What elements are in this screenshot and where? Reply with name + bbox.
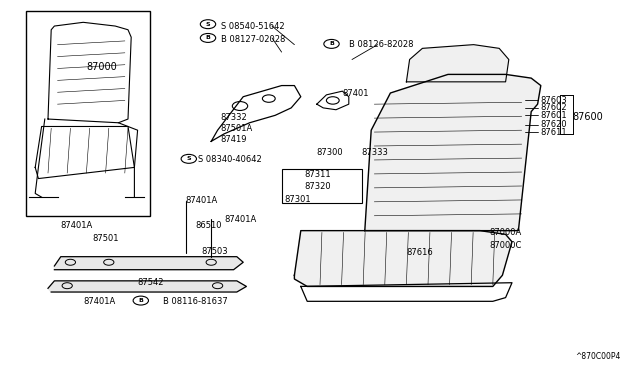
Text: 87603: 87603 xyxy=(541,96,568,105)
Text: 87333: 87333 xyxy=(362,148,388,157)
Polygon shape xyxy=(54,257,243,270)
Text: 87419: 87419 xyxy=(221,135,247,144)
Text: 87401A: 87401A xyxy=(83,297,115,306)
Text: S 08540-51642: S 08540-51642 xyxy=(221,22,284,31)
Text: B 08127-02028: B 08127-02028 xyxy=(221,35,285,44)
Text: 87602: 87602 xyxy=(541,103,568,112)
Text: 87300: 87300 xyxy=(317,148,344,157)
Text: 87332: 87332 xyxy=(221,113,248,122)
Text: 87501A: 87501A xyxy=(221,124,253,133)
Text: 87000A: 87000A xyxy=(490,228,522,237)
Text: 87320: 87320 xyxy=(304,182,331,190)
Text: 87616: 87616 xyxy=(406,248,433,257)
Polygon shape xyxy=(365,74,541,231)
Text: B 08126-82028: B 08126-82028 xyxy=(349,40,413,49)
Text: S 08340-40642: S 08340-40642 xyxy=(198,155,262,164)
Text: 87311: 87311 xyxy=(304,170,331,179)
Text: S: S xyxy=(205,22,211,27)
Text: 87000C: 87000C xyxy=(490,241,522,250)
Text: 87401A: 87401A xyxy=(186,196,218,205)
Bar xyxy=(26,11,150,216)
Text: B: B xyxy=(329,41,334,46)
Text: 87401A: 87401A xyxy=(224,215,256,224)
Text: 87501: 87501 xyxy=(93,234,119,243)
Bar xyxy=(282,169,362,203)
Text: 87000: 87000 xyxy=(86,62,117,72)
Text: 86510: 86510 xyxy=(195,221,221,230)
Text: ^870C00P4: ^870C00P4 xyxy=(575,352,621,361)
Polygon shape xyxy=(406,45,509,82)
Text: 87503: 87503 xyxy=(202,247,228,256)
Text: 87401: 87401 xyxy=(342,89,369,97)
Text: 87620: 87620 xyxy=(541,120,568,129)
Polygon shape xyxy=(48,281,246,292)
Text: 87601: 87601 xyxy=(541,111,568,120)
Text: B: B xyxy=(138,298,143,303)
Text: B 08116-81637: B 08116-81637 xyxy=(163,297,228,306)
Text: 87611: 87611 xyxy=(541,128,568,137)
Text: B: B xyxy=(205,35,211,41)
Text: S: S xyxy=(186,156,191,161)
Text: 87542: 87542 xyxy=(138,278,164,287)
Text: 87401A: 87401A xyxy=(61,221,93,230)
Text: 87301: 87301 xyxy=(285,195,312,203)
Polygon shape xyxy=(294,231,512,286)
Text: 87600: 87600 xyxy=(573,112,604,122)
